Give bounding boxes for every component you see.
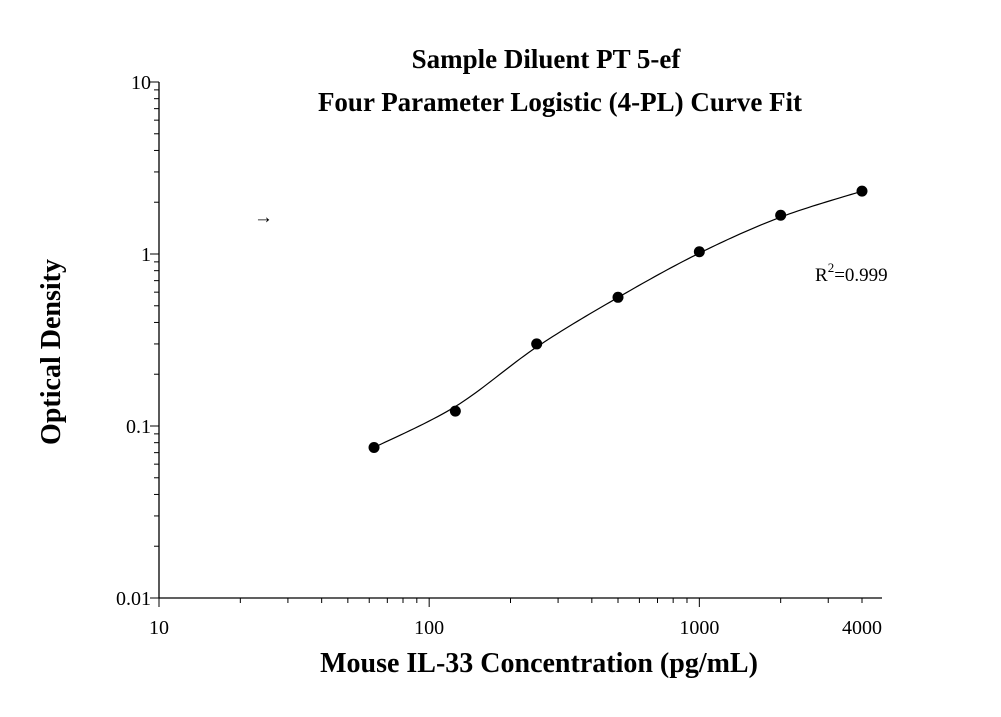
r-squared-value: =0.999 bbox=[834, 265, 887, 286]
y-axis-label: Optical Density bbox=[36, 259, 67, 445]
data-point bbox=[775, 209, 787, 221]
axes bbox=[158, 82, 882, 599]
data-point bbox=[693, 246, 705, 258]
x-tick-label: 1000 bbox=[679, 617, 719, 639]
x-axis-label: Mouse IL-33 Concentration (pg/mL) bbox=[320, 648, 758, 679]
r-squared-prefix: R bbox=[815, 265, 828, 286]
arrow-marker: → bbox=[254, 207, 273, 228]
r-squared-exponent: 2 bbox=[828, 260, 835, 275]
data-point bbox=[531, 338, 543, 350]
tick-marks bbox=[150, 81, 863, 607]
fit-curve bbox=[373, 190, 863, 449]
fit-curve-group bbox=[373, 190, 863, 449]
data-point bbox=[368, 441, 380, 453]
chart-subtitle: Four Parameter Logistic (4-PL) Curve Fit bbox=[318, 87, 802, 117]
x-tick-label: 10 bbox=[149, 617, 169, 639]
y-tick-label: 1 bbox=[141, 244, 151, 266]
y-tick-label: 0.01 bbox=[116, 588, 151, 610]
x-tick-label: 100 bbox=[414, 617, 444, 639]
r-squared-annotation: R2=0.999 bbox=[815, 260, 888, 286]
y-tick-label: 0.1 bbox=[126, 416, 151, 438]
data-points bbox=[368, 185, 868, 453]
y-tick-label: 10 bbox=[131, 72, 151, 94]
data-point bbox=[856, 185, 868, 197]
x-tick-label: 4000 bbox=[842, 617, 882, 639]
tick-labels: 10 100 1000 4000 0.01 0.1 1 10 bbox=[116, 72, 882, 639]
data-point bbox=[449, 405, 461, 417]
data-point bbox=[612, 291, 624, 303]
chart-title: Sample Diluent PT 5-ef bbox=[412, 44, 682, 74]
